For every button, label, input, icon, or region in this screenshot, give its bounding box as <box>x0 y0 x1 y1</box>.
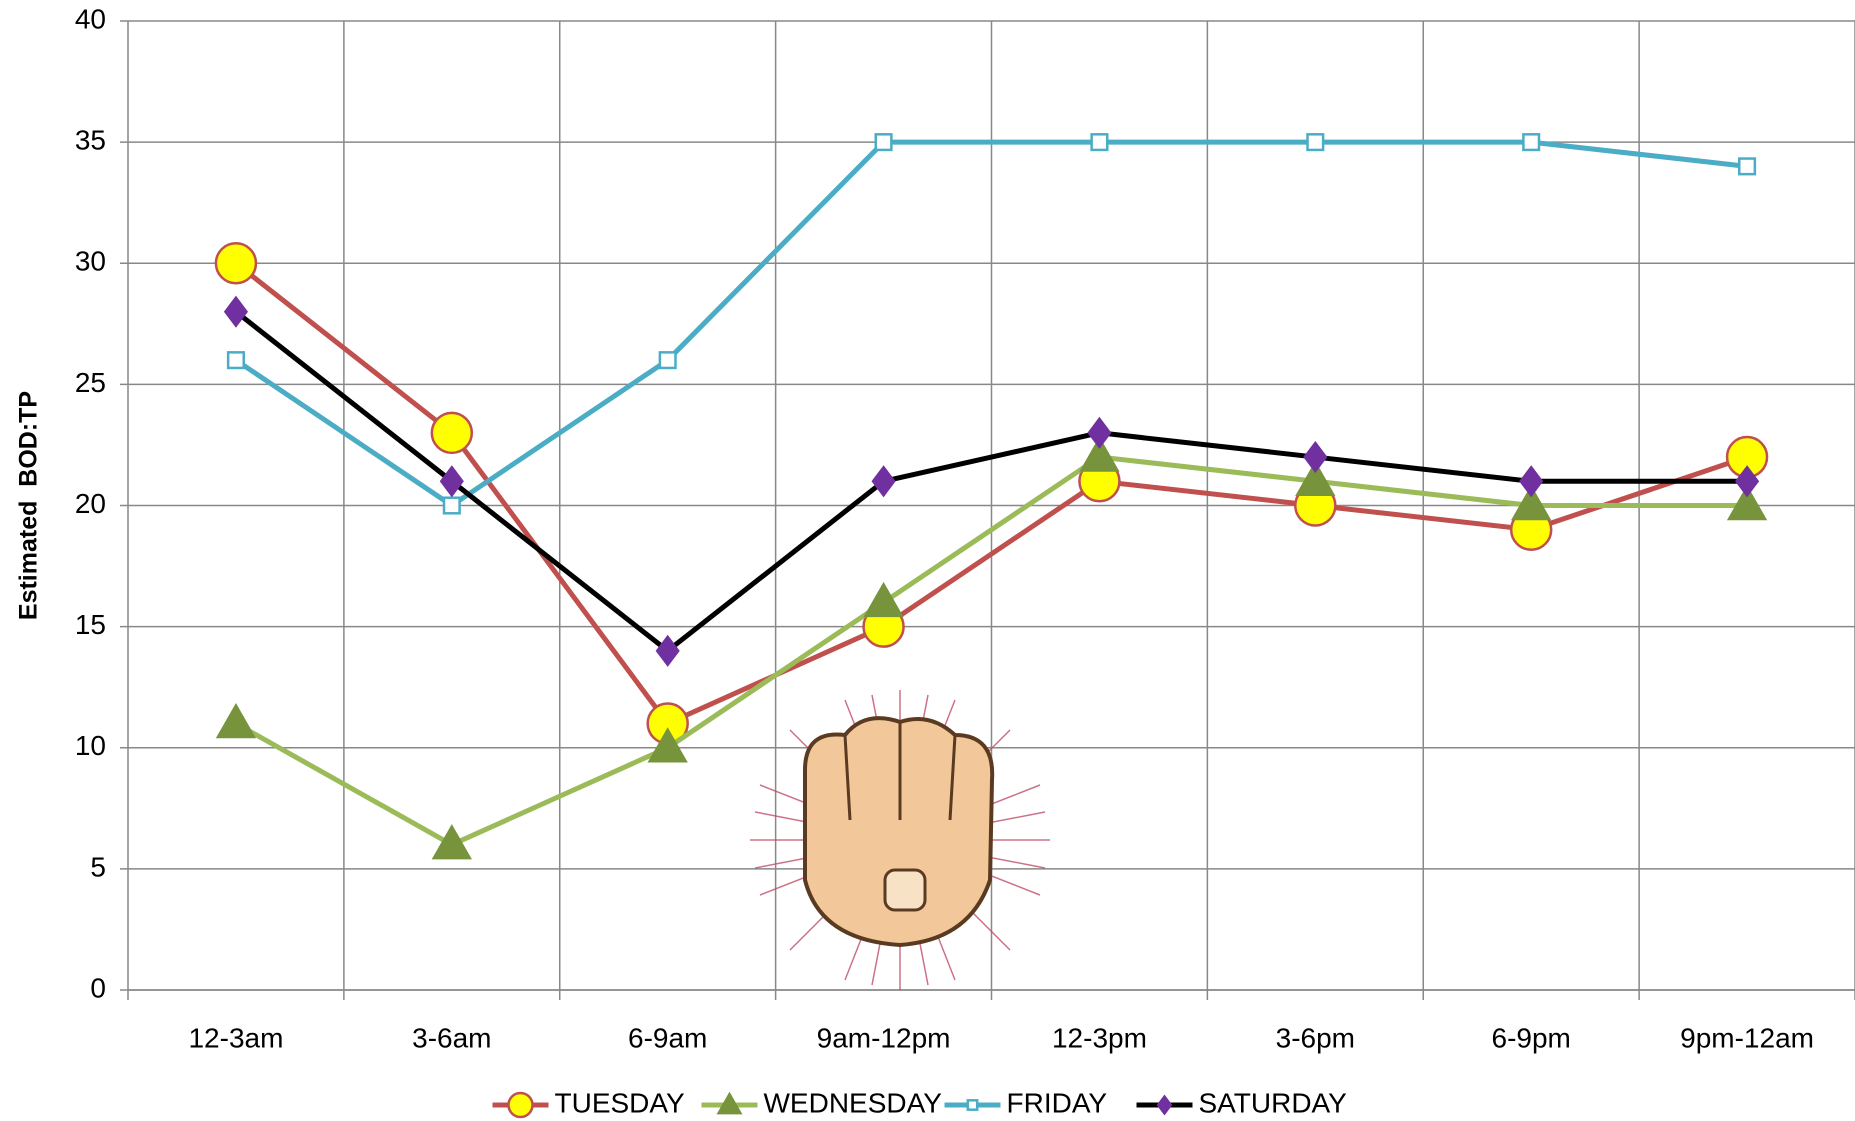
x-tick-label: 6-9pm <box>1492 1022 1571 1053</box>
marker <box>225 298 246 326</box>
marker <box>228 352 244 368</box>
x-tick-label: 12-3pm <box>1052 1022 1147 1053</box>
marker <box>1739 159 1755 175</box>
marker <box>509 1093 533 1117</box>
marker <box>1089 419 1110 447</box>
x-tick-label: 9am-12pm <box>817 1022 951 1053</box>
marker <box>218 706 254 738</box>
fist-illustration <box>750 690 1050 990</box>
x-tick-label: 3-6am <box>412 1022 491 1053</box>
x-tick-label: 6-9am <box>628 1022 707 1053</box>
marker <box>1092 134 1108 150</box>
y-tick-label: 5 <box>90 851 106 882</box>
marker <box>968 1100 977 1109</box>
marker <box>866 584 902 616</box>
legend-label: WEDNESDAY <box>764 1087 943 1118</box>
marker <box>660 352 676 368</box>
x-tick-label: 9pm-12am <box>1680 1022 1814 1053</box>
x-tick-label: 12-3am <box>188 1022 283 1053</box>
chart: 0 5 10 15 20 25 30 35 40 12-3am 3-6am 6-9am 9am-12pm… <box>0 0 1855 1121</box>
marker <box>1305 443 1326 471</box>
y-tick-label: 15 <box>75 609 106 640</box>
marker <box>216 243 256 283</box>
marker <box>432 413 472 453</box>
y-tick-label: 40 <box>75 3 106 34</box>
x-tick-label: 3-6pm <box>1276 1022 1355 1053</box>
legend: TUESDAY WEDNESDAY FRIDAY SATURDAY <box>493 1087 1348 1118</box>
marker <box>876 134 892 150</box>
y-tick-label: 25 <box>75 367 106 398</box>
y-axis-label: Estimated BOD:TP <box>15 391 43 620</box>
marker <box>873 467 894 495</box>
legend-label: SATURDAY <box>1199 1087 1348 1118</box>
legend-label: FRIDAY <box>1007 1087 1108 1118</box>
marker <box>444 498 460 514</box>
marker <box>1308 134 1324 150</box>
marker <box>1521 467 1542 495</box>
marker <box>1523 134 1539 150</box>
marker <box>441 467 462 495</box>
legend-label: TUESDAY <box>555 1087 685 1118</box>
marker <box>657 637 678 665</box>
y-tick-label: 20 <box>75 488 106 519</box>
y-tick-label: 30 <box>75 246 106 277</box>
y-tick-label: 10 <box>75 730 106 761</box>
y-tick-label: 0 <box>90 972 106 1003</box>
marker <box>434 827 470 859</box>
y-tick-label: 35 <box>75 125 106 156</box>
marker <box>1158 1097 1171 1114</box>
